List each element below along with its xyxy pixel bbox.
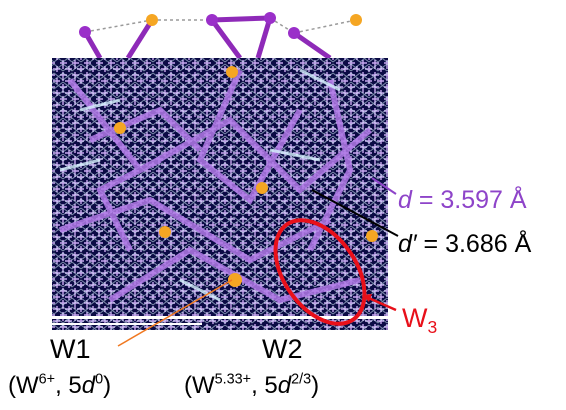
- w-atom: [264, 12, 276, 24]
- o-atom: [159, 226, 171, 238]
- w2-ox-mid: , 5: [251, 372, 278, 399]
- distance-d-prime-label: d′ = 3.686 Å: [398, 232, 531, 257]
- o-atom: [146, 14, 158, 26]
- distance-d-prime-value: = 3.686 Å: [416, 230, 532, 258]
- w3-label: W3: [402, 303, 437, 336]
- w3-highlight-ring: [273, 218, 367, 326]
- w1-ox-d: d: [81, 372, 96, 399]
- w1-ox-charge: 6+: [38, 371, 56, 388]
- w1-ox-mid: , 5: [55, 372, 82, 399]
- distance-d-symbol: d: [398, 186, 412, 214]
- w2-ox-open: (W: [184, 372, 215, 399]
- o-atom: [226, 66, 238, 78]
- o-atom: [256, 182, 268, 194]
- w2-oxidation-state: (W5.33+, 5d2/3): [184, 371, 320, 399]
- w2-ox-charge: 5.33+: [214, 371, 252, 388]
- dprime-pointer: [311, 189, 399, 237]
- w3-label-main: W: [402, 303, 428, 333]
- o-atom: [228, 273, 242, 287]
- w2-ox-d: d: [277, 372, 292, 399]
- w3-label-sub: 3: [427, 317, 438, 338]
- w2-name: W2: [262, 334, 303, 364]
- w-atom: [79, 26, 91, 38]
- w1-name: W1: [50, 334, 91, 364]
- w-atom: [206, 14, 218, 26]
- w1-ox-open: (W: [8, 372, 39, 399]
- w2-ox-d-count: 2/3: [291, 371, 312, 388]
- w1-ox-d-count: 0: [95, 371, 104, 388]
- w1-oxidation-state: (W6+, 5d0): [8, 371, 112, 399]
- w2-ox-close: ): [311, 372, 320, 399]
- w1-ox-close: ): [103, 372, 112, 399]
- distance-d-label: d = 3.597 Å: [398, 188, 527, 213]
- o-atom: [366, 230, 378, 242]
- w1-pointer: [117, 279, 233, 347]
- distance-d-value: = 3.597 Å: [411, 186, 527, 214]
- o-atom: [114, 122, 126, 134]
- distance-d-prime-symbol: d′: [398, 230, 417, 258]
- top-atom-row: [79, 12, 362, 61]
- w-atom: [288, 27, 300, 39]
- lattice-panel: [52, 58, 388, 330]
- d-pointer: [371, 177, 397, 195]
- o-atom: [350, 14, 362, 26]
